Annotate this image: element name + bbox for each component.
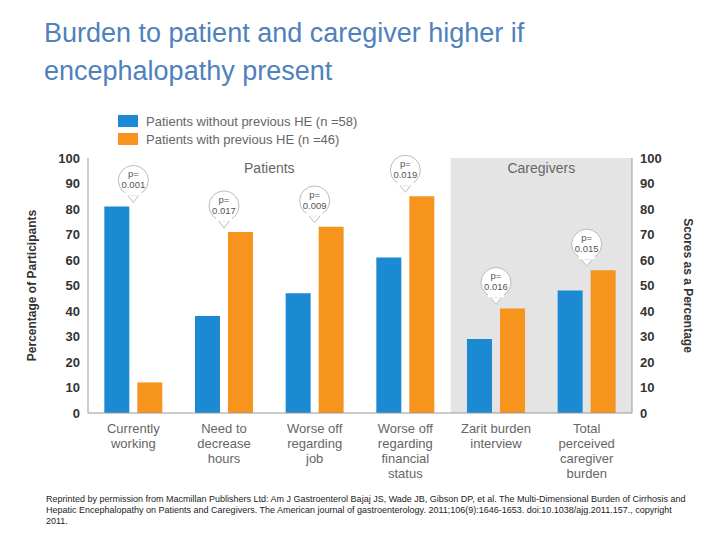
svg-text:p=0.019: p=0.019 [393,158,417,180]
svg-text:30: 30 [640,329,654,344]
svg-text:0: 0 [73,406,80,421]
svg-text:Totalperceivedcaregiverburden: Totalperceivedcaregiverburden [558,421,614,481]
svg-text:90: 90 [66,176,80,191]
svg-text:Worse offregardingjob: Worse offregardingjob [287,421,343,466]
svg-text:p=0.017: p=0.017 [212,194,236,216]
svg-text:90: 90 [640,176,654,191]
svg-text:Percentage of Participants: Percentage of Participants [25,209,39,361]
svg-text:p=0.016: p=0.016 [484,270,508,292]
svg-text:Caregivers: Caregivers [507,160,575,176]
svg-text:80: 80 [66,202,80,217]
svg-text:p=0.015: p=0.015 [575,232,599,254]
svg-text:30: 30 [66,329,80,344]
svg-text:70: 70 [640,227,654,242]
svg-text:100: 100 [640,151,662,166]
svg-text:80: 80 [640,202,654,217]
svg-text:60: 60 [66,253,80,268]
svg-text:100: 100 [58,151,80,166]
svg-text:40: 40 [66,304,80,319]
svg-text:0: 0 [640,406,647,421]
svg-text:Worse offregardingfinancialsta: Worse offregardingfinancialstatus [378,421,434,481]
svg-text:Zarit burdeninterview: Zarit burdeninterview [461,421,531,451]
svg-text:p=0.001: p=0.001 [121,168,145,190]
svg-text:60: 60 [640,253,654,268]
svg-text:10: 10 [66,380,80,395]
svg-text:20: 20 [640,355,654,370]
svg-text:10: 10 [640,380,654,395]
svg-text:Currentlyworking: Currentlyworking [107,421,160,451]
svg-text:p=0.009: p=0.009 [303,189,327,211]
svg-text:40: 40 [640,304,654,319]
html-text:Burden to patient and caregive: Burden to patient and caregiver higher i… [44,18,525,86]
html-text:Reprinted by permission from M: Reprinted by permission from Macmillan P… [46,494,686,526]
svg-text:Patients: Patients [244,160,295,176]
svg-text:50: 50 [66,278,80,293]
svg-text:50: 50 [640,278,654,293]
html-text:Patients without previous HE (: Patients without previous HE (n =58) [146,113,358,129]
html-text:Patients with previous HE (n =: Patients with previous HE (n =46) [146,131,340,147]
svg-text:Need todecreasehours: Need todecreasehours [197,421,250,466]
svg-text:Scores as a Percentage: Scores as a Percentage [681,218,695,353]
svg-text:20: 20 [66,355,80,370]
svg-text:70: 70 [66,227,80,242]
